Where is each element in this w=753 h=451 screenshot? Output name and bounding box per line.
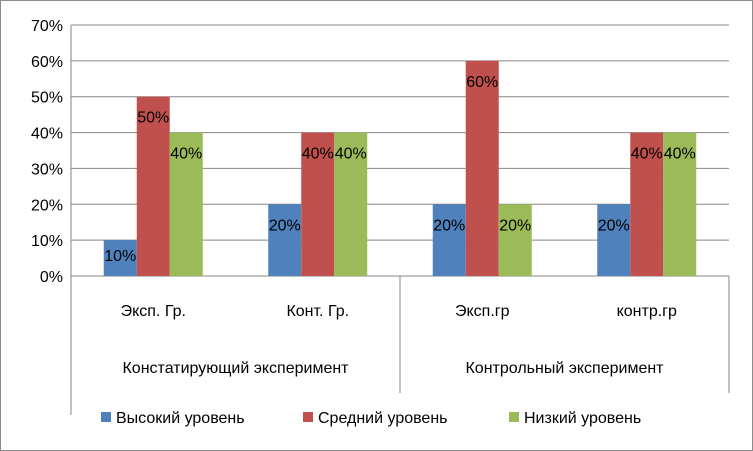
x-category-label: Конт. Гр. bbox=[286, 303, 349, 320]
x-group-label: Констатирующий эксперимент bbox=[122, 360, 349, 377]
data-label: 20% bbox=[499, 217, 531, 234]
y-tick-label: 10% bbox=[31, 233, 63, 250]
legend-swatch bbox=[509, 412, 519, 422]
y-tick-label: 70% bbox=[31, 18, 63, 35]
bar bbox=[301, 132, 335, 276]
bar bbox=[169, 132, 203, 276]
y-tick-label: 0% bbox=[40, 269, 63, 286]
bar bbox=[663, 132, 697, 276]
axes: 0% 10% 20% 30% 40% 50% 60% 70% Эксп. Гр. Конт. Гр… bbox=[31, 18, 730, 415]
data-label: 20% bbox=[269, 217, 301, 234]
data-label: 60% bbox=[466, 74, 498, 91]
y-tick-label: 60% bbox=[31, 54, 63, 71]
bar bbox=[334, 132, 368, 276]
y-tick-label: 20% bbox=[31, 197, 63, 214]
legend-label: Низкий уровень bbox=[524, 410, 641, 427]
y-tick-label: 30% bbox=[31, 161, 63, 178]
legend-swatch bbox=[303, 412, 313, 422]
legend-label: Средний уровень bbox=[318, 410, 448, 427]
bar bbox=[498, 204, 532, 276]
data-label: 20% bbox=[598, 217, 630, 234]
data-label: 40% bbox=[335, 146, 367, 163]
y-tick-label: 40% bbox=[31, 126, 63, 143]
legend: Высокий уровень Средний уровень Низкий уро… bbox=[101, 410, 641, 427]
legend-swatch bbox=[101, 412, 111, 422]
bar bbox=[465, 60, 499, 276]
x-category-label: Эксп.гр bbox=[455, 303, 510, 320]
bars bbox=[103, 60, 697, 276]
legend-label: Высокий уровень bbox=[116, 410, 245, 427]
x-category-label: контр.гр bbox=[617, 303, 677, 320]
x-category-label: Эксп. Гр. bbox=[121, 303, 186, 320]
x-group-label: Контрольный эксперимент bbox=[465, 360, 664, 377]
data-label: 40% bbox=[664, 146, 696, 163]
data-label: 40% bbox=[170, 146, 202, 163]
data-label: 50% bbox=[137, 110, 169, 127]
bar bbox=[432, 204, 466, 276]
bar bbox=[136, 96, 170, 276]
bar bbox=[597, 204, 631, 276]
bar bbox=[268, 204, 302, 276]
data-label: 10% bbox=[104, 248, 136, 265]
data-label: 40% bbox=[302, 146, 334, 163]
data-labels: 10%20% 20% 20%50%40%60%40%40% 40%20%40% bbox=[104, 74, 696, 265]
data-label: 40% bbox=[631, 146, 663, 163]
data-label: 20% bbox=[433, 217, 465, 234]
bar bbox=[103, 240, 137, 276]
bar bbox=[630, 132, 664, 276]
y-tick-label: 50% bbox=[31, 90, 63, 107]
